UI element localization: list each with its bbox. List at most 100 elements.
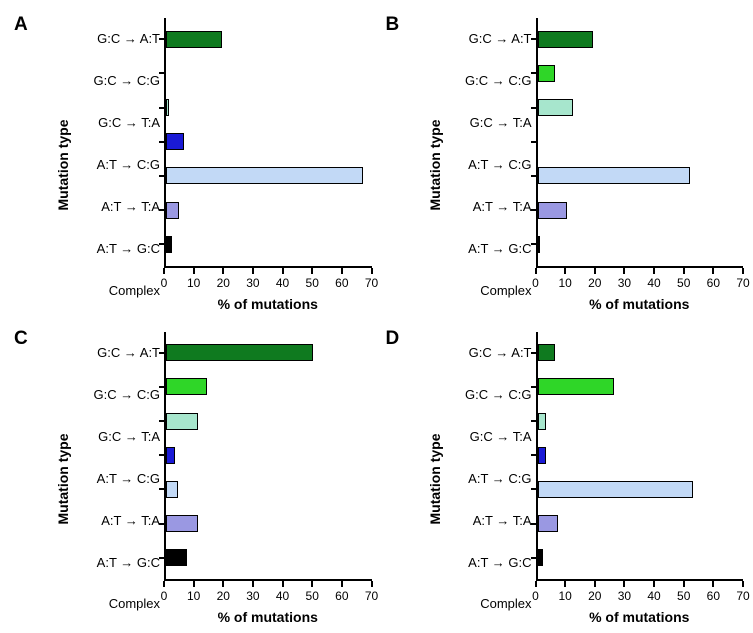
bar-row <box>538 378 744 395</box>
bar <box>166 236 172 253</box>
x-tick-label: 60 <box>335 589 348 603</box>
y-tick-marks <box>159 332 166 580</box>
y-tick <box>531 107 538 109</box>
x-tick-label: 70 <box>736 589 749 603</box>
chart-area: Mutation typeG:C → A:TG:C → C:GG:C → T:A… <box>54 18 372 312</box>
x-tick-label: 50 <box>306 589 319 603</box>
y-tick <box>531 557 538 559</box>
x-tick-label: 10 <box>558 589 571 603</box>
x-tick-label: 60 <box>707 589 720 603</box>
x-tick <box>712 581 714 587</box>
category-label: G:C → C:G <box>72 382 160 406</box>
x-tick <box>222 581 224 587</box>
bar <box>166 549 187 566</box>
bar-row <box>538 167 744 184</box>
category-label: Complex <box>444 592 532 616</box>
category-label: A:T → G:C <box>72 550 160 574</box>
y-axis-label: Mutation type <box>54 18 72 312</box>
plot <box>164 18 372 268</box>
y-axis-label: Mutation type <box>426 332 444 626</box>
bar-row <box>538 549 744 566</box>
x-tick <box>163 268 165 274</box>
y-tick <box>531 523 538 525</box>
plot <box>536 332 744 582</box>
category-labels: G:C → A:TG:C → C:GG:C → T:AA:T → C:GA:T … <box>72 18 164 312</box>
x-tick <box>594 581 596 587</box>
bar-row <box>538 236 744 253</box>
bar-row <box>166 378 372 395</box>
category-label: A:T → G:C <box>72 237 160 261</box>
plot-wrap: 010203040506070% of mutations <box>164 18 372 312</box>
x-tick <box>371 268 373 274</box>
x-tick <box>341 268 343 274</box>
bar-row <box>166 549 372 566</box>
bar <box>166 378 207 395</box>
x-tick-label: 0 <box>161 276 168 290</box>
y-tick <box>531 243 538 245</box>
y-tick <box>159 38 166 40</box>
x-axis-label: % of mutations <box>536 296 744 312</box>
bar-row <box>538 99 744 116</box>
category-label: A:T → T:A <box>444 195 532 219</box>
bar <box>538 202 567 219</box>
category-label: A:T → T:A <box>72 195 160 219</box>
bar-row <box>166 344 372 361</box>
x-tick-label: 20 <box>588 589 601 603</box>
y-tick <box>159 523 166 525</box>
category-label: G:C → T:A <box>444 111 532 135</box>
bar <box>538 447 547 464</box>
chart-area: Mutation typeG:C → A:TG:C → C:GG:C → T:A… <box>54 332 372 626</box>
x-tick <box>653 581 655 587</box>
x-tick <box>311 581 313 587</box>
category-label: A:T → C:G <box>72 466 160 490</box>
y-tick <box>531 209 538 211</box>
x-tick-label: 20 <box>588 276 601 290</box>
category-label: G:C → A:T <box>444 340 532 364</box>
bar-row <box>166 413 372 430</box>
x-tick-label: 30 <box>618 589 631 603</box>
x-labels: 010203040506070 <box>536 589 744 605</box>
x-tick-label: 40 <box>276 589 289 603</box>
y-tick <box>159 488 166 490</box>
y-tick <box>531 72 538 74</box>
x-tick <box>535 268 537 274</box>
bar-row <box>538 515 744 532</box>
x-tick <box>311 268 313 274</box>
bar <box>538 344 556 361</box>
bar <box>538 236 541 253</box>
bar <box>538 99 573 116</box>
x-tick-label: 0 <box>532 589 539 603</box>
y-tick <box>159 386 166 388</box>
x-tick-label: 20 <box>217 276 230 290</box>
panel-letter: B <box>386 14 400 36</box>
x-labels: 010203040506070 <box>164 589 372 605</box>
category-labels: G:C → A:TG:C → C:GG:C → T:AA:T → C:GA:T … <box>72 332 164 626</box>
x-tick-label: 0 <box>532 276 539 290</box>
y-tick <box>159 107 166 109</box>
x-ticks <box>536 268 744 276</box>
x-tick <box>683 581 685 587</box>
x-tick-label: 50 <box>306 276 319 290</box>
x-tick-label: 50 <box>677 276 690 290</box>
x-tick <box>222 268 224 274</box>
x-tick <box>742 581 744 587</box>
y-tick <box>159 141 166 143</box>
x-tick-label: 10 <box>558 276 571 290</box>
x-tick-label: 40 <box>647 589 660 603</box>
bar-row <box>538 31 744 48</box>
x-tick <box>163 581 165 587</box>
x-tick <box>252 581 254 587</box>
category-label: Complex <box>444 278 532 302</box>
bar-row <box>166 236 372 253</box>
x-tick-label: 40 <box>276 276 289 290</box>
y-tick <box>159 557 166 559</box>
x-tick <box>623 581 625 587</box>
bar <box>538 31 594 48</box>
chart-area: Mutation typeG:C → A:TG:C → C:GG:C → T:A… <box>426 332 744 626</box>
y-tick <box>159 454 166 456</box>
bar-row <box>166 31 372 48</box>
y-tick-marks <box>159 18 166 266</box>
x-tick <box>535 581 537 587</box>
bar <box>166 99 169 116</box>
bar <box>166 167 363 184</box>
